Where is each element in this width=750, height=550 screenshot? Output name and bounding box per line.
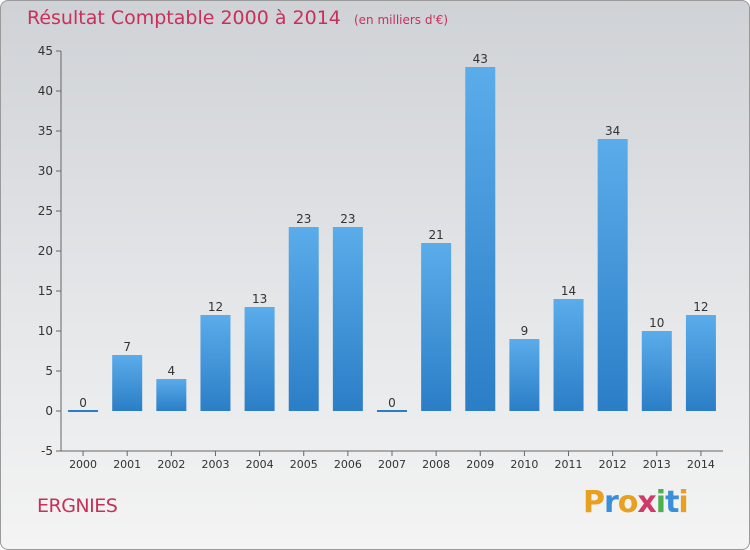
bar-value-label: 13 <box>252 292 267 306</box>
x-tick-label: 2012 <box>599 458 627 471</box>
bar-value-label: 12 <box>693 300 708 314</box>
x-tick-label: 2011 <box>555 458 583 471</box>
bar-value-label: 7 <box>123 340 131 354</box>
logo-letter: i <box>655 485 666 520</box>
y-tick-label: 10 <box>38 324 53 338</box>
x-tick-label: 2004 <box>246 458 274 471</box>
y-tick-label: 20 <box>38 244 53 258</box>
x-tick-label: 2007 <box>378 458 406 471</box>
bar <box>156 379 187 411</box>
bar <box>553 299 584 411</box>
logo-letter: i <box>678 485 688 520</box>
y-tick-label: 30 <box>38 164 53 178</box>
bar-value-label: 4 <box>168 364 176 378</box>
logo-letter: r <box>604 485 619 520</box>
x-tick-label: 2001 <box>113 458 141 471</box>
x-tick-label: 2006 <box>334 458 362 471</box>
x-tick-label: 2005 <box>290 458 318 471</box>
chart-title: Résultat Comptable 2000 à 2014 (en milli… <box>27 7 448 29</box>
y-tick-label: 15 <box>38 284 53 298</box>
bar-value-label: 9 <box>521 324 529 338</box>
city-name: ERGNIES <box>37 495 118 517</box>
y-tick-label: 0 <box>45 404 53 418</box>
logo-letter: x <box>637 485 656 520</box>
logo-letter: o <box>617 485 639 520</box>
bar <box>332 227 363 411</box>
bar-value-label: 0 <box>79 396 87 410</box>
bar-value-label: 14 <box>561 284 576 298</box>
chart-unit-text: (en milliers d'€) <box>353 13 449 27</box>
bar <box>597 139 628 411</box>
bar <box>200 315 231 411</box>
bar <box>641 331 672 411</box>
y-tick-label: 45 <box>38 44 53 58</box>
bar <box>288 227 319 411</box>
y-tick-label: 5 <box>45 364 53 378</box>
logo-letter: t <box>665 485 679 520</box>
y-tick-label: 35 <box>38 124 53 138</box>
bar <box>685 315 716 411</box>
x-tick-label: 2002 <box>157 458 185 471</box>
bar-value-label: 12 <box>208 300 223 314</box>
bar <box>465 67 496 411</box>
y-tick-label: -5 <box>41 444 53 458</box>
logo-letter: P <box>583 485 605 520</box>
x-tick-label: 2003 <box>201 458 229 471</box>
y-tick-label: 25 <box>38 204 53 218</box>
bar <box>421 243 452 411</box>
bar-value-label: 21 <box>428 228 443 242</box>
bar-value-label: 23 <box>340 212 355 226</box>
x-tick-label: 2000 <box>69 458 97 471</box>
y-tick-label: 40 <box>38 84 53 98</box>
proxiti-logo: Proxiti <box>583 485 689 520</box>
x-tick-label: 2013 <box>643 458 671 471</box>
chart-title-text: Résultat Comptable 2000 à 2014 <box>27 7 341 29</box>
bar <box>112 355 143 411</box>
bar-value-label: 10 <box>649 316 664 330</box>
bar <box>244 307 275 411</box>
x-tick-label: 2008 <box>422 458 450 471</box>
bar-value-label: 23 <box>296 212 311 226</box>
x-tick-label: 2014 <box>687 458 715 471</box>
bar-value-label: 34 <box>605 124 620 138</box>
bar-value-label: 43 <box>473 52 488 66</box>
x-tick-label: 2010 <box>510 458 538 471</box>
x-tick-label: 2009 <box>466 458 494 471</box>
bar-value-label: 0 <box>388 396 396 410</box>
bar <box>509 339 540 411</box>
